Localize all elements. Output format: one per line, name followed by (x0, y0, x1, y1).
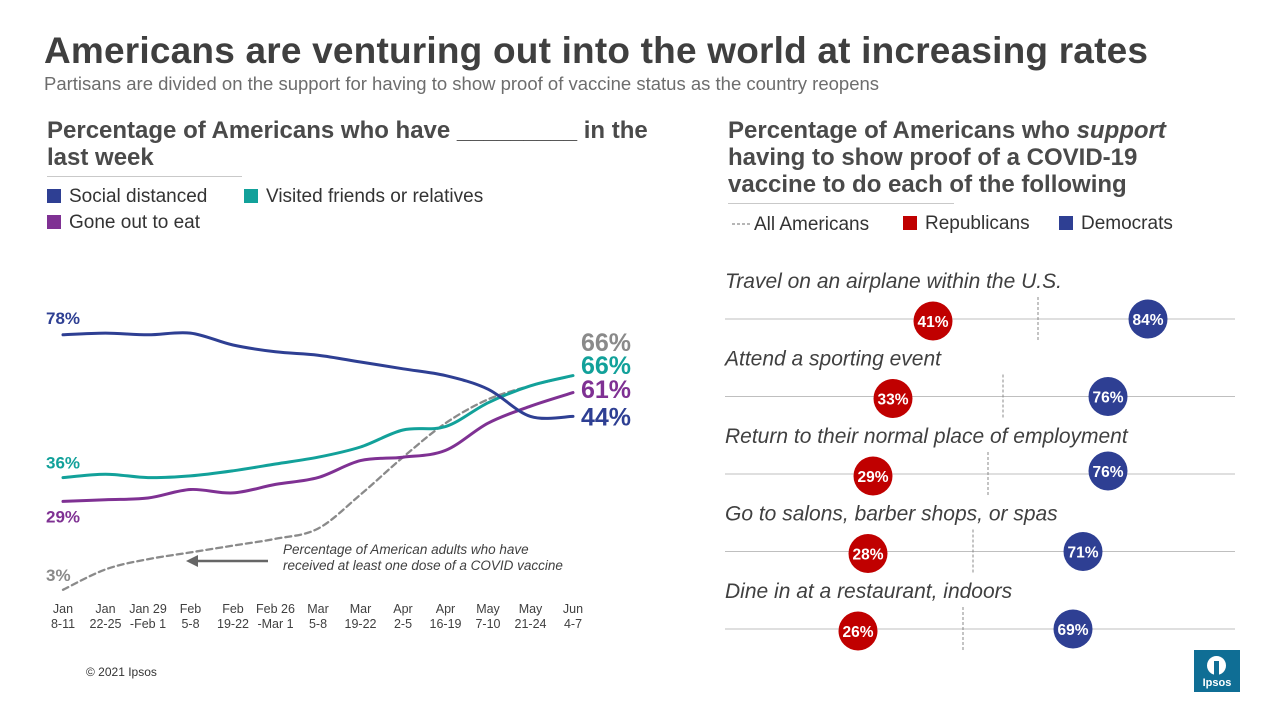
republican-dot (848, 534, 888, 573)
right-title-line2: having to show proof of a COVID-19 (728, 144, 1138, 171)
left-chart-title: Percentage of Americans who have _______… (47, 117, 648, 171)
series-end-label: 61% (581, 376, 631, 404)
legend-label: Visited friends or relatives (266, 186, 484, 207)
series-line-percentage-of-american-adults-who-have-r (61, 374, 575, 591)
democrat-dot (1063, 532, 1103, 571)
legend-label: Gone out to eat (69, 212, 200, 233)
x-tick-label: Apr 16-19 (430, 602, 462, 631)
republican-value-label: 29% (857, 469, 888, 486)
legend-swatch (47, 189, 61, 203)
left-title-rule (47, 176, 242, 177)
row-label-return-to-their-normal-place-o: Return to their normal place of employme… (725, 425, 1129, 448)
series-end-label: 66% (581, 352, 631, 380)
right-title-rule (728, 203, 954, 204)
series-line-visited-friends-or-relatives (61, 374, 575, 480)
legend-label: Democrats (1081, 213, 1173, 234)
democrat-dot (1088, 451, 1128, 491)
republican-dot (853, 456, 893, 496)
legend-democrats: Democrats (1059, 213, 1173, 235)
x-tick-label: Jun 4-7 (563, 602, 583, 631)
legend-swatch (244, 189, 258, 203)
series-start-label: 29% (46, 507, 80, 526)
republican-dot (873, 379, 913, 418)
series-end-label: 44% (581, 403, 631, 431)
legend-all-americans: All Americans (732, 214, 869, 236)
x-tick-label: May 21-24 (515, 602, 547, 631)
republican-dot (838, 611, 878, 651)
republican-value-label: 28% (852, 547, 883, 564)
democrat-value-label: 76% (1092, 390, 1123, 407)
x-tick-label: Jan 8-11 (51, 602, 75, 631)
democrat-value-label: 76% (1092, 464, 1123, 481)
legend-label: Social distanced (69, 186, 208, 207)
annotation-text-line2: received at least one dose of a COVID va… (283, 558, 563, 573)
republican-value-label: 26% (842, 624, 873, 641)
right-chart-title: Percentage of Americans who support havi… (728, 117, 1248, 198)
democrat-dot (1088, 377, 1128, 416)
series-start-label: 3% (46, 566, 71, 585)
x-tick-label: Feb 19-22 (217, 602, 249, 631)
series-line-gone-out-to-eat (61, 391, 575, 503)
legend-label: All Americans (754, 214, 870, 235)
democrat-value-label: 69% (1057, 622, 1088, 639)
series-line-social-distanced (61, 331, 575, 420)
page-title: Americans are venturing out into the wor… (44, 30, 1149, 71)
legend-swatch (1059, 216, 1073, 230)
dashed-line-icon (732, 223, 752, 225)
page-subtitle: Partisans are divided on the support for… (44, 73, 880, 94)
legend-republicans: Republicans (903, 213, 1030, 235)
democrat-dot (1128, 299, 1168, 339)
right-title-line3: vaccine to do each of the following (728, 171, 1127, 198)
republican-value-label: 41% (917, 314, 948, 331)
row-label-attend-a-sporting-event: Attend a sporting event (723, 348, 942, 371)
ipsos-logo-text: Ipsos (1202, 677, 1232, 689)
legend-swatch (47, 215, 61, 229)
right-title-line1: Percentage of Americans who support (728, 117, 1166, 144)
row-label-dine-in-at-a-restaurant-indoor: Dine in at a restaurant, indoors (725, 580, 1013, 603)
democrat-value-label: 84% (1132, 312, 1163, 329)
x-tick-label: Mar 19-22 (345, 602, 377, 631)
republican-value-label: 33% (877, 392, 908, 409)
legend-gone-out-to-eat: Gone out to eat (47, 212, 200, 234)
series-end-label: 66% (581, 329, 631, 357)
democrat-value-label: 71% (1067, 545, 1098, 562)
legend-social-distanced: Social distanced (47, 186, 207, 208)
legend-visited-friends: Visited friends or relatives (244, 186, 483, 208)
annotation-text-line1: Percentage of American adults who have (283, 542, 529, 557)
x-tick-label: Jan 22-25 (90, 602, 122, 631)
row-label-go-to-salons-barber-shops-or-s: Go to salons, barber shops, or spas (725, 503, 1058, 526)
democrat-dot (1053, 609, 1093, 649)
x-tick-label: Feb 5-8 (180, 602, 202, 631)
row-label-travel-on-an-airplane-within-t: Travel on an airplane within the U.S. (725, 270, 1062, 293)
ipsos-logo-mark (1207, 656, 1226, 675)
republican-dot (913, 301, 953, 341)
x-tick-label: Feb 26 -Mar 1 (256, 602, 295, 631)
series-start-label: 78% (46, 309, 80, 328)
x-tick-label: Mar 5-8 (307, 602, 329, 631)
x-tick-label: Apr 2-5 (393, 602, 412, 631)
dot-chart: Travel on an airplane within the U.S. 41%… (723, 270, 1235, 651)
copyright: © 2021 Ipsos (86, 665, 157, 679)
legend-label: Republicans (925, 213, 1030, 234)
x-tick-label: May 7-10 (475, 602, 500, 631)
ipsos-logo: Ipsos (1194, 650, 1240, 692)
arrow-left-icon (186, 555, 198, 567)
series-start-label: 36% (46, 454, 80, 473)
x-tick-label: Jan 29 -Feb 1 (129, 602, 167, 631)
legend-swatch (903, 216, 917, 230)
